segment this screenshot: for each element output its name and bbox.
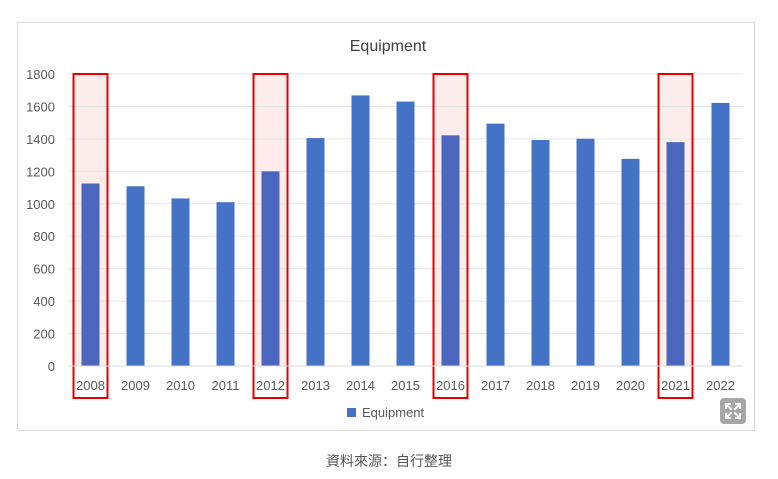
source-caption: 資料來源：自行整理 [326,454,452,470]
x-tick-label: 2008 [76,378,105,393]
y-tick-label: 1200 [26,164,55,179]
expand-arrows-icon [724,402,742,420]
y-tick-label: 1400 [26,132,55,147]
highlight-box [72,73,109,399]
bar-2020 [621,158,640,366]
x-tick-label: 2019 [571,378,600,393]
x-tick-label: 2018 [526,378,555,393]
x-tick-label: 2015 [391,378,420,393]
highlight-box-layer [72,73,694,399]
highlight-box [432,73,469,399]
bar-2012 [261,171,280,366]
bar-2009 [126,186,145,366]
highlight-box [657,73,694,399]
x-tick-label: 2011 [212,378,240,393]
y-tick-label: 400 [33,294,55,309]
y-tick-label: 1000 [26,197,55,212]
bar-2021 [666,142,685,366]
x-tick-label: 2020 [616,378,645,393]
highlight-box [252,73,289,399]
expand-button[interactable] [720,398,746,424]
legend-swatch [347,408,356,417]
bar-2019 [576,138,595,366]
legend-label: Equipment [362,405,425,420]
x-tick-label: 2010 [166,378,195,393]
x-tick-label: 2022 [706,378,735,393]
y-tick-label: 200 [33,327,55,342]
x-tick-label: 2017 [481,378,510,393]
bar-2018 [531,140,550,366]
y-tick-label: 600 [33,262,55,277]
x-tick-label: 2014 [346,378,375,393]
bar-2022 [711,102,730,367]
x-tick-label: 2013 [301,378,330,393]
bar-2013 [306,138,325,366]
bar-2015 [396,101,415,367]
bar-chart: 0 200 400 600 800 1000 1200 1400 1600 1800 2008 200… [26,38,743,420]
y-tick-label: 1800 [26,67,55,82]
bar-2014 [351,95,370,366]
bar-2010 [171,198,190,366]
bar-2017 [486,123,505,366]
y-tick-label: 1600 [26,99,55,114]
highlight-layer [73,74,693,366]
legend: Equipment [347,405,425,420]
x-tick-label: 2009 [121,378,150,393]
x-tick-label: 2016 [436,378,465,393]
axis-layer: 0 200 400 600 800 1000 1200 1400 1600 1800 2008 200… [26,67,743,393]
x-tick-label: 2021 [661,378,690,393]
x-tick-label: 2012 [256,378,285,393]
y-tick-label: 800 [33,229,55,244]
bar-2008 [81,183,100,366]
bar-2011 [216,202,235,366]
bar-layer [81,95,730,367]
chart-title: Equipment [350,38,427,55]
y-tick-label: 0 [48,359,55,374]
bar-2016 [441,135,460,366]
